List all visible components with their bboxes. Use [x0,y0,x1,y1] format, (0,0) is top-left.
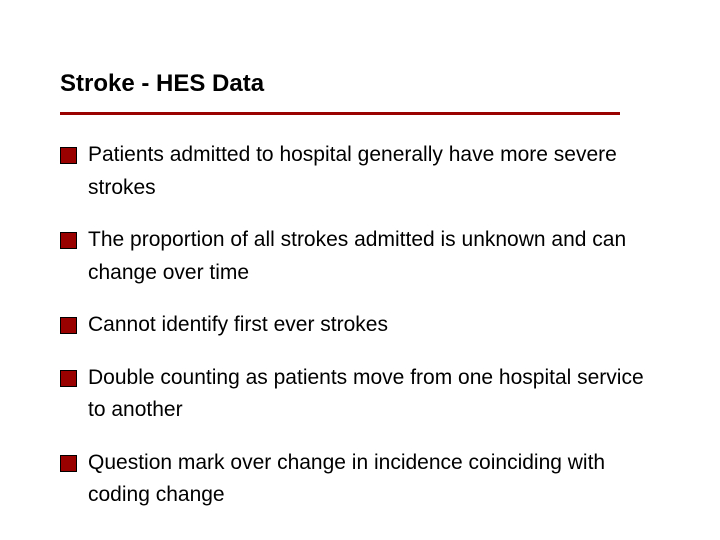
list-item: Patients admitted to hospital generally … [60,139,660,204]
square-bullet-icon [60,232,77,249]
slide-title: Stroke - HES Data [60,70,660,98]
list-item: Question mark over change in incidence c… [60,447,660,512]
bullet-text: Question mark over change in incidence c… [88,451,605,507]
bullet-text: Double counting as patients move from on… [88,366,644,422]
bullet-list: Patients admitted to hospital generally … [60,139,660,512]
square-bullet-icon [60,147,77,164]
slide: Stroke - HES Data Patients admitted to h… [0,0,720,540]
list-item: The proportion of all strokes admitted i… [60,224,660,289]
list-item: Double counting as patients move from on… [60,362,660,427]
square-bullet-icon [60,370,77,387]
list-item: Cannot identify first ever strokes [60,309,660,342]
bullet-text: Patients admitted to hospital generally … [88,143,617,199]
square-bullet-icon [60,455,77,472]
bullet-text: The proportion of all strokes admitted i… [88,228,626,284]
title-underline [60,112,620,115]
square-bullet-icon [60,317,77,334]
bullet-text: Cannot identify first ever strokes [88,313,388,336]
